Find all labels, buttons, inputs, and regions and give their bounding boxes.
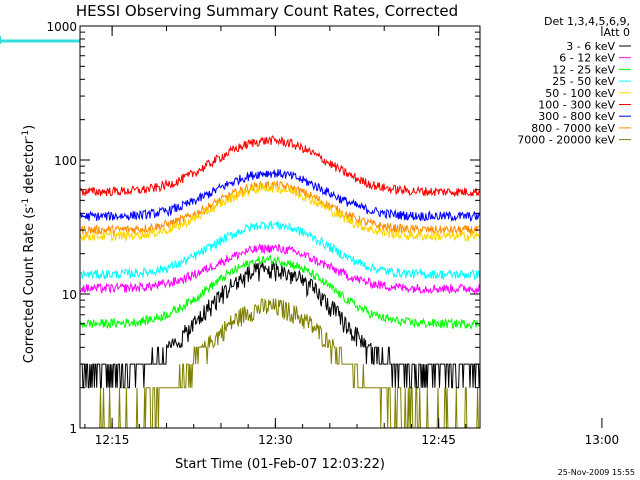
- x-tick-label-0: 12:15: [95, 433, 130, 447]
- series-line-7: [80, 180, 481, 237]
- x-tick-label-2: 12:45: [421, 433, 456, 447]
- x-tick-label-1: 12:30: [258, 433, 293, 447]
- x-axis-label: Start Time (01-Feb-07 12:03:22): [175, 457, 385, 472]
- legend-label-6: 300 - 800 keV: [538, 110, 615, 123]
- series-line-1: [80, 242, 481, 296]
- legend-label-1: 6 - 12 keV: [559, 52, 615, 65]
- legend-label-0: 3 - 6 keV: [566, 40, 615, 53]
- night-flag-label: N: [0, 34, 2, 47]
- series-line-2: [80, 254, 481, 330]
- series-line-0: [80, 261, 481, 389]
- legend-label-4: 50 - 100 keV: [545, 87, 615, 100]
- plot-frame: [79, 25, 481, 429]
- legend-label-2: 12 - 25 keV: [552, 63, 615, 76]
- series-line-6: [80, 169, 481, 223]
- series-layer: [80, 135, 481, 429]
- chart-title: HESSI Observing Summary Count Rates, Cor…: [76, 2, 458, 20]
- y-tick-label-2: 100: [54, 154, 77, 168]
- footer-timestamp: 25-Nov-2009 15:55: [558, 468, 635, 477]
- y-axis-label: Corrected Count Rate (s-1 detector-1): [21, 125, 37, 363]
- legend-label-8: 7000 - 20000 keV: [517, 134, 615, 147]
- legend-label-5: 100 - 300 keV: [538, 99, 615, 112]
- y-tick-label-1: 10: [62, 288, 77, 302]
- legend: Det 1,3,4,5,6,9, Att 0 7000 - 20000 keV8…: [517, 15, 631, 147]
- series-line-4: [80, 182, 481, 243]
- series-line-5: [80, 135, 481, 197]
- legend-label-7: 800 - 7000 keV: [531, 122, 615, 135]
- y-tick-label-0: 1: [69, 422, 77, 436]
- legend-label-3: 25 - 50 keV: [552, 75, 615, 88]
- series-line-3: [80, 220, 481, 281]
- overlay-layer: N: [0, 34, 80, 47]
- y-tick-label-3: 1000: [46, 20, 77, 34]
- series-line-8: [80, 298, 480, 429]
- x-tick-label-3: 13:00: [585, 433, 620, 447]
- legend-header-line-2: Att 0: [604, 26, 630, 39]
- legend-header-line-1: Det 1,3,4,5,6,9,: [544, 15, 630, 28]
